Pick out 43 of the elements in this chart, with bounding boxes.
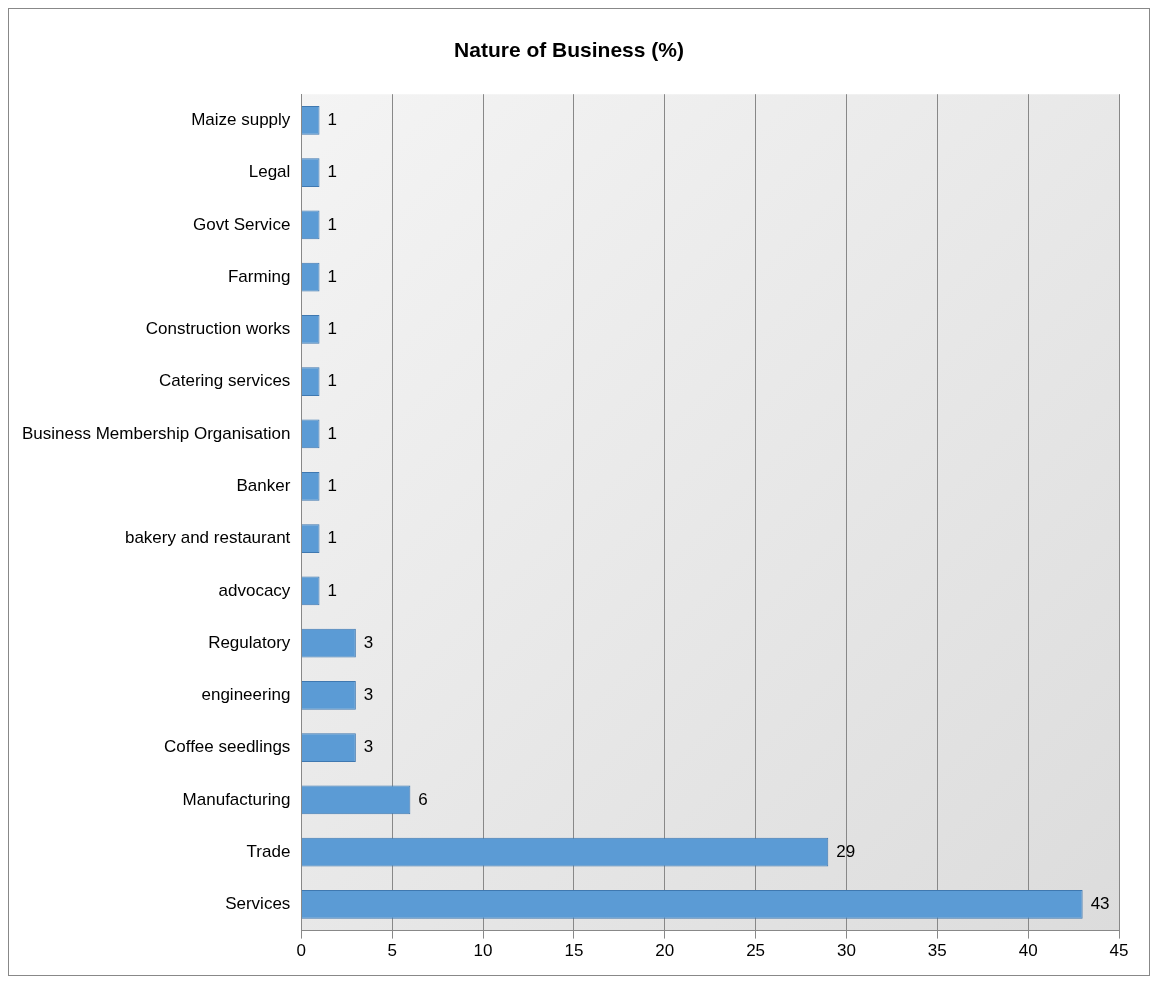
- x-tick-label: 20: [655, 941, 675, 961]
- y-tick-label: Manufacturing: [182, 789, 291, 809]
- y-tick-label: Business Membership Organisation: [21, 423, 291, 443]
- data-label: 1: [327, 162, 337, 182]
- y-tick-label: Legal: [248, 162, 291, 182]
- data-label: 3: [363, 685, 374, 705]
- data-label: 1: [327, 580, 337, 600]
- data-label: 1: [327, 475, 337, 495]
- data-label: 1: [327, 110, 337, 130]
- x-tick-label: 40: [1018, 941, 1038, 961]
- y-tick-label: bakery and restaurant: [124, 528, 291, 548]
- x-tick-label: 25: [746, 941, 766, 961]
- x-tick-label: 35: [927, 941, 947, 961]
- y-tick-label: Govt Service: [193, 214, 291, 234]
- y-tick-label: Services: [225, 894, 291, 914]
- data-label: 29: [836, 841, 856, 861]
- y-tick-label: Construction works: [145, 319, 291, 339]
- y-tick-label: Regulatory: [208, 632, 291, 652]
- x-tick-label: 0: [296, 941, 307, 961]
- data-label: 43: [1090, 894, 1110, 914]
- y-tick-label: Coffee seedlings: [164, 737, 291, 757]
- y-tick-label: Banker: [236, 475, 291, 495]
- data-label: 6: [418, 789, 428, 809]
- y-tick-label: Trade: [246, 841, 291, 861]
- x-tick-label: 5: [387, 941, 397, 961]
- y-tick-label: advocacy: [218, 580, 291, 600]
- y-tick-label: Catering services: [159, 371, 291, 391]
- x-tick-label: 30: [836, 941, 856, 961]
- y-tick-label: engineering: [201, 685, 291, 705]
- data-label: 1: [327, 214, 337, 234]
- data-label: 1: [327, 371, 337, 391]
- x-tick-label: 45: [1109, 941, 1129, 961]
- y-tick-label: Maize supply: [191, 110, 291, 130]
- chart-title: Nature of Business (%): [454, 38, 684, 62]
- data-label: 1: [327, 528, 337, 548]
- data-label: 1: [327, 266, 337, 286]
- x-tick-label: 10: [473, 941, 493, 961]
- data-label: 3: [363, 632, 374, 652]
- data-label: 1: [327, 423, 337, 443]
- data-label: 3: [363, 737, 374, 757]
- y-tick-label: Farming: [227, 266, 291, 286]
- data-label: 1: [327, 319, 337, 339]
- x-tick-label: 15: [564, 941, 584, 961]
